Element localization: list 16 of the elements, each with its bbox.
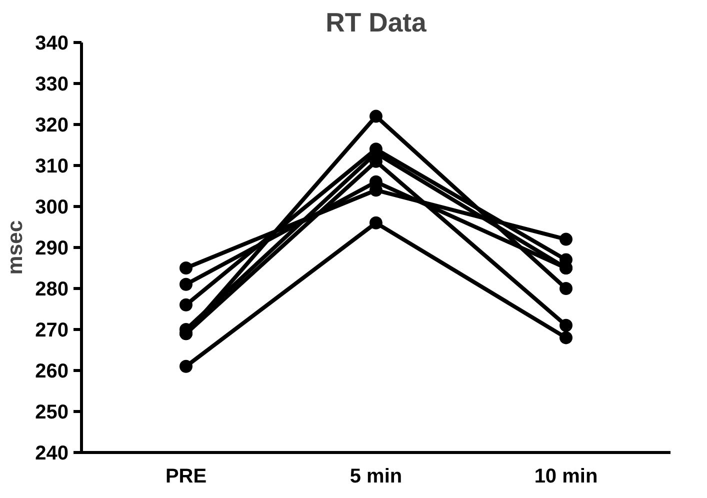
y-tick-label: 330 [35,74,69,96]
y-tick-label: 240 [35,442,69,464]
y-tick-label: 310 [35,156,69,178]
y-tick-label: 280 [35,278,69,300]
y-tick-label: 250 [35,402,69,424]
x-tick-label: 10 min [534,466,598,488]
y-tick-label: 260 [35,360,69,382]
y-axis-title: msec [3,220,28,275]
x-tick-label: PRE [165,466,207,488]
x-tick-label: 5 min [350,466,402,488]
y-tick-label: 320 [35,114,69,136]
y-tick-label: 270 [35,320,69,342]
y-tick-label: 340 [35,32,69,54]
y-tick-label: 290 [35,238,69,260]
y-tick-label: 300 [35,196,69,218]
chart-title: RT Data [326,8,427,38]
